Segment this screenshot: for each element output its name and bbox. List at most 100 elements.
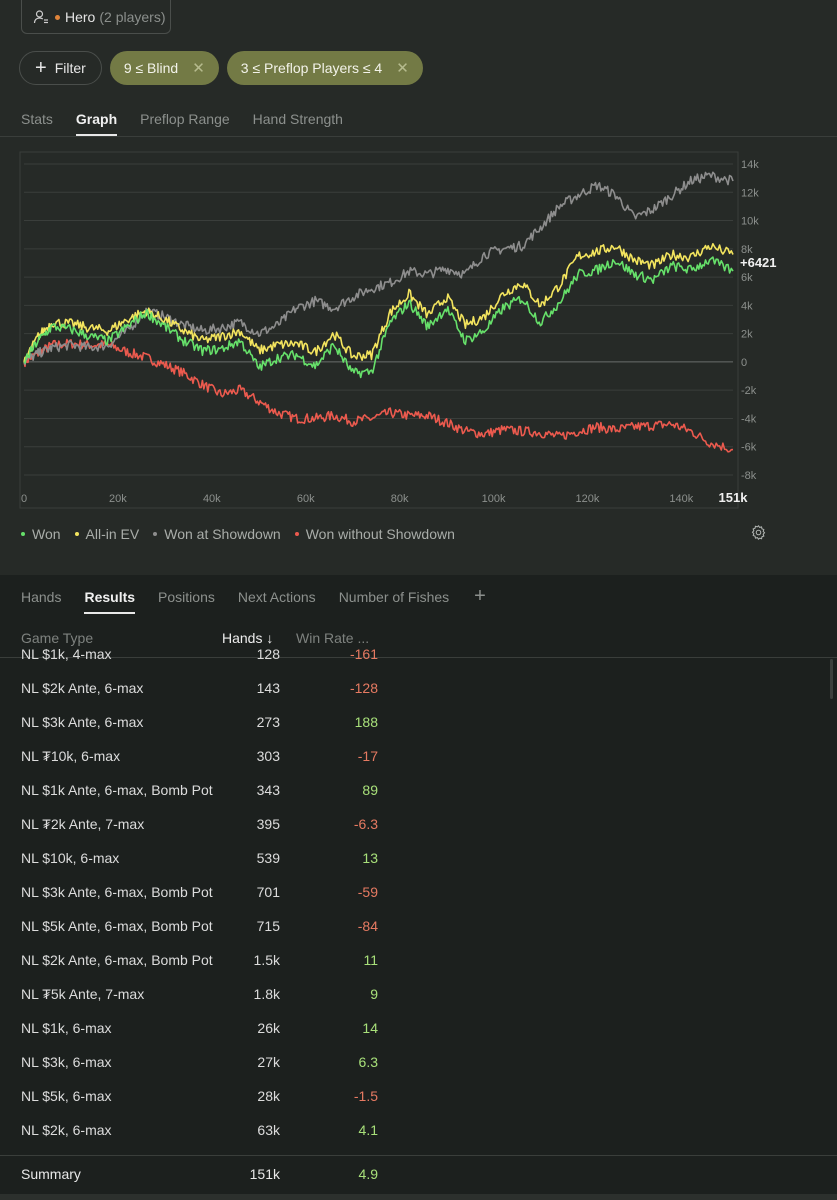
table-row[interactable]: NL ₮2k Ante, 7-max 395 -6.3 [0, 807, 837, 841]
cell-game-type: NL ₮5k Ante, 7-max [21, 986, 145, 1002]
table-row[interactable]: NL ₮5k Ante, 7-max 1.8k 9 [0, 977, 837, 1011]
cell-hands: 63k [257, 1122, 280, 1138]
x-end-label: 151k [719, 490, 749, 505]
table-row[interactable]: NL $1k Ante, 6-max, Bomb Pot 343 89 [0, 773, 837, 807]
hero-player-count: (2 players) [99, 9, 166, 25]
plot-frame [19, 151, 739, 509]
cell-hands: 715 [256, 918, 280, 934]
legend-dot-icon [74, 532, 79, 536]
tab-graph[interactable]: Graph [75, 111, 118, 136]
cell-hands: 701 [256, 884, 280, 900]
cell-win-rate: 14 [362, 1020, 378, 1036]
table-row[interactable]: NL $2k Ante, 6-max, Bomb Pot 1.5k 11 [0, 943, 837, 977]
filter-chip-preflop-players[interactable]: 3 ≤ Preflop Players ≤ 4 ✕ [226, 51, 423, 85]
legend-dot-icon [21, 532, 25, 536]
tab-hands[interactable]: Hands [21, 589, 62, 605]
tab-preflop-range[interactable]: Preflop Range [140, 111, 230, 127]
plus-icon: + [35, 56, 47, 79]
tab-results[interactable]: Results [84, 589, 136, 614]
column-header-game-type[interactable]: Game Type [21, 630, 94, 646]
table-row[interactable]: NL $3k, 6-max 27k 6.3 [0, 1045, 837, 1079]
cell-win-rate: 4.1 [358, 1122, 378, 1138]
filter-chip-label: 3 ≤ Preflop Players ≤ 4 [240, 60, 383, 76]
legend-dot-icon [294, 532, 299, 536]
cell-win-rate: 89 [362, 782, 378, 798]
y-tick-label: -8k [741, 470, 757, 482]
cell-win-rate: -17 [357, 748, 378, 764]
cell-win-rate: -59 [357, 884, 378, 900]
x-tick-label: 120k [576, 493, 600, 505]
table-row[interactable]: NL $2k Ante, 6-max 143 -128 [0, 671, 837, 705]
summary-hands: 151k [249, 1166, 280, 1182]
cell-win-rate: -1.5 [353, 1088, 378, 1104]
legend-won-without-showdown[interactable]: Won without Showdown [294, 526, 455, 542]
x-tick-label: 100k [482, 493, 506, 505]
close-icon[interactable]: ✕ [396, 60, 409, 77]
cell-hands: 26k [257, 1020, 280, 1036]
cell-game-type: NL ₮10k, 6-max [21, 748, 121, 764]
profit-graph[interactable]: 14k 12k 10k 8k 6k 4k 2k 0 -2k -4k -6k -8k 0 20k 40k 60k… [0, 150, 837, 510]
cell-win-rate: -161 [349, 646, 378, 662]
legend-won[interactable]: Won [21, 526, 61, 542]
add-filter-button[interactable]: + Filter [19, 51, 102, 85]
tab-number-of-fishes[interactable]: Number of Fishes [338, 589, 450, 605]
column-header-win-rate[interactable]: Win Rate ... [296, 630, 370, 646]
filter-chip-label: 9 ≤ Blind [123, 60, 179, 76]
x-tick-label: 60k [297, 493, 315, 505]
gear-icon[interactable] [750, 524, 767, 541]
cell-game-type: NL $1k Ante, 6-max, Bomb Pot [21, 782, 213, 798]
table-row[interactable]: NL $2k, 6-max 63k 4.1 [0, 1113, 837, 1147]
user-filter-icon [33, 10, 48, 24]
cell-win-rate: 6.3 [358, 1054, 378, 1070]
x-tick-label: 0 [21, 493, 27, 505]
x-tick-label: 20k [109, 493, 127, 505]
cell-hands: 1.8k [253, 986, 280, 1002]
y-tick-label: 0 [741, 357, 747, 369]
tab-hand-strength[interactable]: Hand Strength [252, 111, 343, 127]
y-tick-label: 14k [741, 159, 759, 171]
x-tick-label: 80k [391, 493, 409, 505]
add-tab-icon[interactable]: + [474, 585, 486, 607]
table-row[interactable]: NL $5k, 6-max 28k -1.5 [0, 1079, 837, 1113]
filter-chip-blind[interactable]: 9 ≤ Blind ✕ [109, 51, 219, 85]
cell-hands: 539 [256, 850, 280, 866]
cell-game-type: NL $10k, 6-max [21, 850, 120, 866]
y-tick-label: 8k [741, 244, 753, 256]
cell-game-type: NL $5k Ante, 6-max, Bomb Pot [21, 918, 213, 934]
cell-win-rate: -84 [357, 918, 378, 934]
cell-win-rate: 11 [363, 952, 378, 968]
tab-stats[interactable]: Stats [21, 111, 53, 127]
legend-all-in-ev[interactable]: All-in EV [74, 526, 139, 542]
table-row[interactable]: NL $3k Ante, 6-max 273 188 [0, 705, 837, 739]
scrollbar[interactable] [830, 659, 833, 699]
hero-name: Hero [65, 9, 96, 25]
hero-selector[interactable]: Hero (2 players) [21, 0, 171, 34]
table-row[interactable]: NL $3k Ante, 6-max, Bomb Pot 701 -59 [0, 875, 837, 909]
report-tabs: Stats Graph Preflop Range Hand Strength [21, 111, 366, 136]
close-icon[interactable]: ✕ [192, 60, 205, 77]
cell-game-type: NL $3k Ante, 6-max [21, 714, 144, 730]
x-tick-label: 40k [203, 493, 221, 505]
tab-positions[interactable]: Positions [158, 589, 215, 605]
cell-game-type: NL $3k, 6-max [21, 1054, 112, 1070]
cell-hands: 343 [256, 782, 280, 798]
status-dot [55, 14, 60, 20]
series-line-all-in-ev [23, 243, 734, 363]
results-panel: Hands Results Positions Next Actions Num… [0, 575, 837, 1200]
summary-win-rate: 4.9 [358, 1166, 378, 1182]
table-row[interactable]: NL ₮10k, 6-max 303 -17 [0, 739, 837, 773]
table-row[interactable]: NL $1k, 4-max 128 -161 [0, 637, 837, 671]
summary-row: Summary 151k 4.9 [0, 1155, 837, 1189]
cell-hands: 273 [256, 714, 280, 730]
table-row[interactable]: NL $5k Ante, 6-max, Bomb Pot 715 -84 [0, 909, 837, 943]
table-row[interactable]: NL $1k, 6-max 26k 14 [0, 1011, 837, 1045]
cell-hands: 128 [256, 646, 280, 662]
cell-game-type: NL $2k Ante, 6-max [21, 680, 144, 696]
cell-game-type: NL $3k Ante, 6-max, Bomb Pot [21, 884, 213, 900]
cell-hands: 1.5k [253, 952, 280, 968]
column-header-hands[interactable]: Hands ↓ [222, 630, 274, 646]
legend-won-at-showdown[interactable]: Won at Showdown [153, 526, 281, 542]
cell-hands: 303 [256, 748, 280, 764]
tab-next-actions[interactable]: Next Actions [237, 589, 316, 605]
table-row[interactable]: NL $10k, 6-max 539 13 [0, 841, 837, 875]
